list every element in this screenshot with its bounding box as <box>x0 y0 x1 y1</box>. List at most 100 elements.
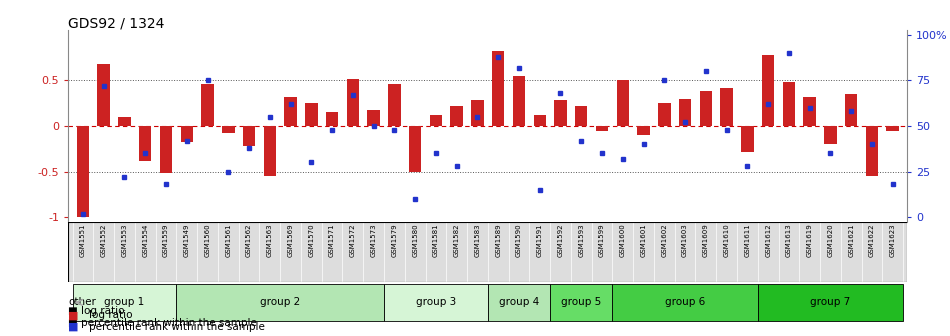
Text: GSM1554: GSM1554 <box>142 223 148 257</box>
Text: group 5: group 5 <box>561 297 601 307</box>
Bar <box>347 79 359 126</box>
Bar <box>513 76 525 126</box>
Text: GSM1552: GSM1552 <box>101 223 106 257</box>
Bar <box>699 91 712 126</box>
Text: GSM1581: GSM1581 <box>433 223 439 257</box>
Text: GSM1590: GSM1590 <box>516 223 522 257</box>
Bar <box>613 284 758 321</box>
Bar <box>762 55 774 126</box>
Text: ■: ■ <box>68 322 79 332</box>
Text: GSM1572: GSM1572 <box>350 223 356 257</box>
Text: GSM1601: GSM1601 <box>640 223 647 257</box>
Text: GSM1563: GSM1563 <box>267 223 273 257</box>
Text: GSM1591: GSM1591 <box>537 223 542 257</box>
Bar <box>177 284 384 321</box>
Bar <box>450 106 463 126</box>
Bar <box>741 126 753 152</box>
Bar <box>845 94 858 126</box>
Bar <box>429 115 442 126</box>
Bar <box>488 284 550 321</box>
Bar <box>243 126 256 146</box>
Text: GSM1592: GSM1592 <box>558 223 563 257</box>
Bar <box>201 84 214 126</box>
Text: GSM1613: GSM1613 <box>786 223 792 257</box>
Bar <box>389 84 401 126</box>
Text: group 2: group 2 <box>260 297 300 307</box>
Bar <box>720 88 732 126</box>
Text: GSM1600: GSM1600 <box>619 223 626 257</box>
Text: GSM1580: GSM1580 <box>412 223 418 257</box>
Text: GSM1609: GSM1609 <box>703 223 709 257</box>
Text: GSM1603: GSM1603 <box>682 223 688 257</box>
Text: log ratio: log ratio <box>89 310 133 320</box>
Bar <box>804 97 816 126</box>
Text: GSM1549: GSM1549 <box>183 223 190 257</box>
Text: GDS92 / 1324: GDS92 / 1324 <box>68 17 164 31</box>
Text: GSM1573: GSM1573 <box>370 223 376 257</box>
Bar <box>305 103 317 126</box>
Text: group 4: group 4 <box>499 297 539 307</box>
Bar <box>408 126 422 172</box>
Bar <box>865 126 878 176</box>
Text: GSM1621: GSM1621 <box>848 223 854 257</box>
Bar <box>637 126 650 135</box>
Bar <box>825 126 837 144</box>
Bar <box>783 82 795 126</box>
Bar <box>98 64 110 126</box>
Bar <box>471 100 484 126</box>
Text: GSM1612: GSM1612 <box>765 223 771 257</box>
Text: GSM1582: GSM1582 <box>454 223 460 257</box>
Text: GSM1620: GSM1620 <box>827 223 833 257</box>
Bar <box>758 284 903 321</box>
Bar <box>77 126 89 217</box>
Text: GSM1589: GSM1589 <box>495 223 502 257</box>
Bar <box>72 284 177 321</box>
Bar <box>368 111 380 126</box>
Text: GSM1610: GSM1610 <box>724 223 730 257</box>
Text: GSM1599: GSM1599 <box>599 223 605 257</box>
Bar <box>118 117 131 126</box>
Text: GSM1579: GSM1579 <box>391 223 397 257</box>
Bar <box>575 106 587 126</box>
Bar <box>596 126 608 131</box>
Text: GSM1561: GSM1561 <box>225 223 231 257</box>
Text: GSM1553: GSM1553 <box>122 223 127 257</box>
Bar <box>658 103 671 126</box>
Text: other: other <box>68 297 97 307</box>
Bar <box>384 284 488 321</box>
Bar <box>180 126 193 142</box>
Text: GSM1562: GSM1562 <box>246 223 252 257</box>
Text: GSM1622: GSM1622 <box>869 223 875 257</box>
Bar <box>160 126 172 173</box>
Bar <box>492 51 504 126</box>
Text: ■: ■ <box>68 310 79 320</box>
Bar <box>284 97 296 126</box>
Text: group 3: group 3 <box>416 297 456 307</box>
Bar <box>554 100 567 126</box>
Text: GSM1619: GSM1619 <box>807 223 812 257</box>
Text: ■ log ratio
■ percentile rank within the sample: ■ log ratio ■ percentile rank within the… <box>68 306 257 328</box>
Text: GSM1551: GSM1551 <box>80 223 86 257</box>
Bar <box>139 126 151 161</box>
Text: group 6: group 6 <box>665 297 705 307</box>
Bar <box>263 126 276 176</box>
Text: GSM1593: GSM1593 <box>579 223 584 257</box>
Text: GSM1571: GSM1571 <box>329 223 335 257</box>
Text: GSM1559: GSM1559 <box>163 223 169 257</box>
Bar <box>679 99 692 126</box>
Text: GSM1569: GSM1569 <box>288 223 294 257</box>
Text: percentile rank within the sample: percentile rank within the sample <box>89 322 265 332</box>
Text: GSM1602: GSM1602 <box>661 223 667 257</box>
Bar <box>326 112 338 126</box>
Bar <box>886 126 899 131</box>
Text: GSM1570: GSM1570 <box>309 223 314 257</box>
Text: GSM1583: GSM1583 <box>474 223 481 257</box>
Text: group 7: group 7 <box>810 297 850 307</box>
Bar <box>534 115 546 126</box>
Text: GSM1560: GSM1560 <box>204 223 211 257</box>
Bar <box>550 284 613 321</box>
Text: GSM1611: GSM1611 <box>745 223 751 257</box>
Bar <box>222 126 235 133</box>
Text: GSM1623: GSM1623 <box>890 223 896 257</box>
Text: group 1: group 1 <box>104 297 144 307</box>
